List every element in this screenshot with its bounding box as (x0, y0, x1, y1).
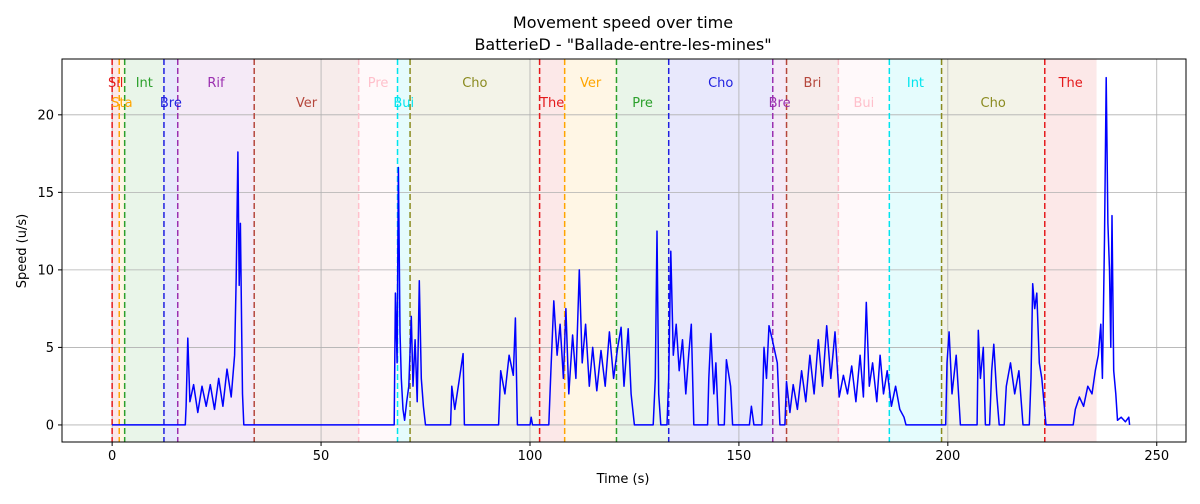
x-axis-ticks: 0 50 100 150 200 250 (108, 442, 1169, 464)
section-band (564, 59, 617, 442)
y-axis-ticks: 0 5 10 15 20 (37, 108, 62, 433)
section-label: The (539, 96, 564, 111)
section-label: Pre (368, 76, 389, 91)
section-band (772, 59, 787, 442)
section-label: Bre (160, 96, 182, 111)
section-label: Sil (108, 76, 123, 91)
plot-frame (61, 58, 1187, 443)
section-label: Int (907, 76, 924, 91)
section-band (668, 59, 773, 442)
section-label: Pre (632, 96, 653, 111)
section-label: The (1058, 76, 1083, 91)
series-group (112, 76, 1131, 426)
y-tick-label: 5 (46, 341, 54, 356)
section-band (539, 59, 565, 442)
y-tick-label: 10 (37, 263, 54, 278)
section-label: Sta (111, 96, 132, 111)
x-tick-label: 150 (726, 449, 751, 464)
chart-title: Movement speed over time (513, 13, 733, 32)
section-label: Cho (462, 76, 487, 91)
section-label: Ver (580, 76, 602, 91)
section-label: Rif (207, 76, 225, 91)
y-tick-label: 0 (46, 418, 54, 433)
chart-subtitle: BatterieD - "Ballade-entre-les-mines" (474, 35, 771, 54)
section-label: Bre (769, 96, 791, 111)
section-label: Bri (804, 76, 822, 91)
section-band (410, 59, 540, 442)
section-band (889, 59, 942, 442)
x-axis-label: Time (s) (596, 472, 650, 487)
section-band (119, 59, 125, 442)
y-tick-label: 20 (37, 108, 54, 123)
x-tick-label: 50 (313, 449, 330, 464)
section-labels: Sil Sta Int Bre Rif Ver Pre Bui Cho The Ver Pre Cho B… (108, 76, 1083, 111)
x-tick-label: 250 (1144, 449, 1169, 464)
y-axis-label: Speed (u/s) (15, 214, 30, 288)
section-label: Cho (981, 96, 1006, 111)
section-label: Ver (296, 96, 318, 111)
section-band (112, 59, 120, 442)
section-band (124, 59, 164, 442)
section-label: Int (136, 76, 153, 91)
section-band (254, 59, 359, 442)
section-band (163, 59, 178, 442)
section-label: Bui (853, 96, 874, 111)
section-band (941, 59, 1045, 442)
y-tick-label: 15 (37, 186, 54, 201)
section-band (1044, 59, 1097, 442)
section-label: Cho (708, 76, 733, 91)
x-tick-label: 0 (108, 449, 116, 464)
speed-series-line (112, 76, 1131, 426)
section-band (358, 59, 398, 442)
section-bands (112, 59, 1097, 442)
section-label: Bui (393, 96, 414, 111)
x-tick-label: 200 (935, 449, 960, 464)
x-tick-label: 100 (518, 449, 543, 464)
